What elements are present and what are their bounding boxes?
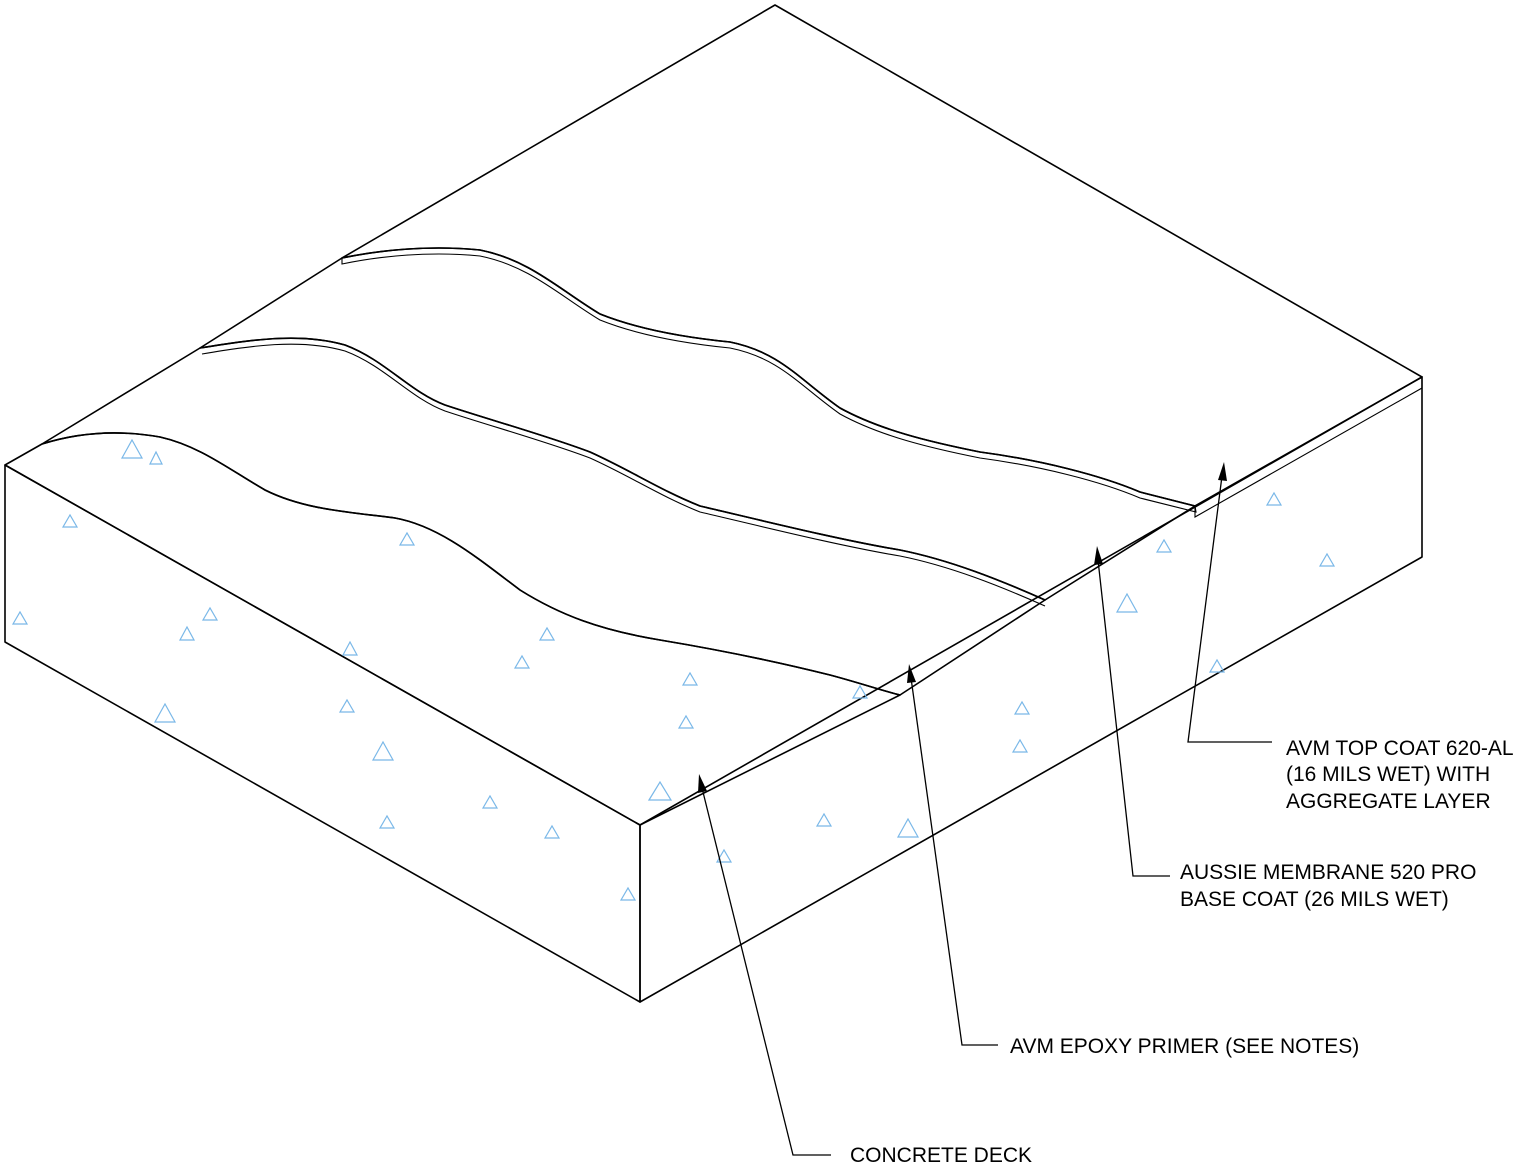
label-base-coat-line-2: BASE COAT (26 MILS WET) [1180,888,1449,911]
label-concrete-deck: CONCRETE DECK [850,1144,1032,1167]
membrane-side-strip [1194,376,1423,518]
label-top-coat-line-3: AGGREGATE LAYER [1286,790,1491,813]
leader-top-coat [1187,462,1272,743]
concrete-aggregate [11,438,1336,901]
leader-primer [907,664,998,1046]
label-base-coat-line-1: AUSSIE MEMBRANE 520 PRO [1180,861,1476,884]
base-coat-edge [201,343,1046,607]
label-top-coat-line-1: AVM TOP COAT 620-AL [1286,737,1514,760]
top-coat-layer [341,4,1423,507]
top-coat-edge-band [341,247,1197,513]
leader-concrete [698,774,831,1156]
label-top-coat-line-2: (16 MILS WET) WITH [1286,763,1490,786]
label-primer: AVM EPOXY PRIMER (SEE NOTES) [1010,1035,1359,1058]
concrete-top-exposed [4,432,901,826]
label-base-coat: AUSSIE MEMBRANE 520 PRO BASE COAT (26 MI… [1180,861,1476,911]
concrete-front-left-face [4,464,641,1003]
base-coat-layer [199,247,1196,601]
label-top-coat: AVM TOP COAT 620-AL (16 MILS WET) WITH A… [1286,737,1514,813]
leader-base-coat [1094,546,1170,877]
primer-layer [41,337,1046,696]
